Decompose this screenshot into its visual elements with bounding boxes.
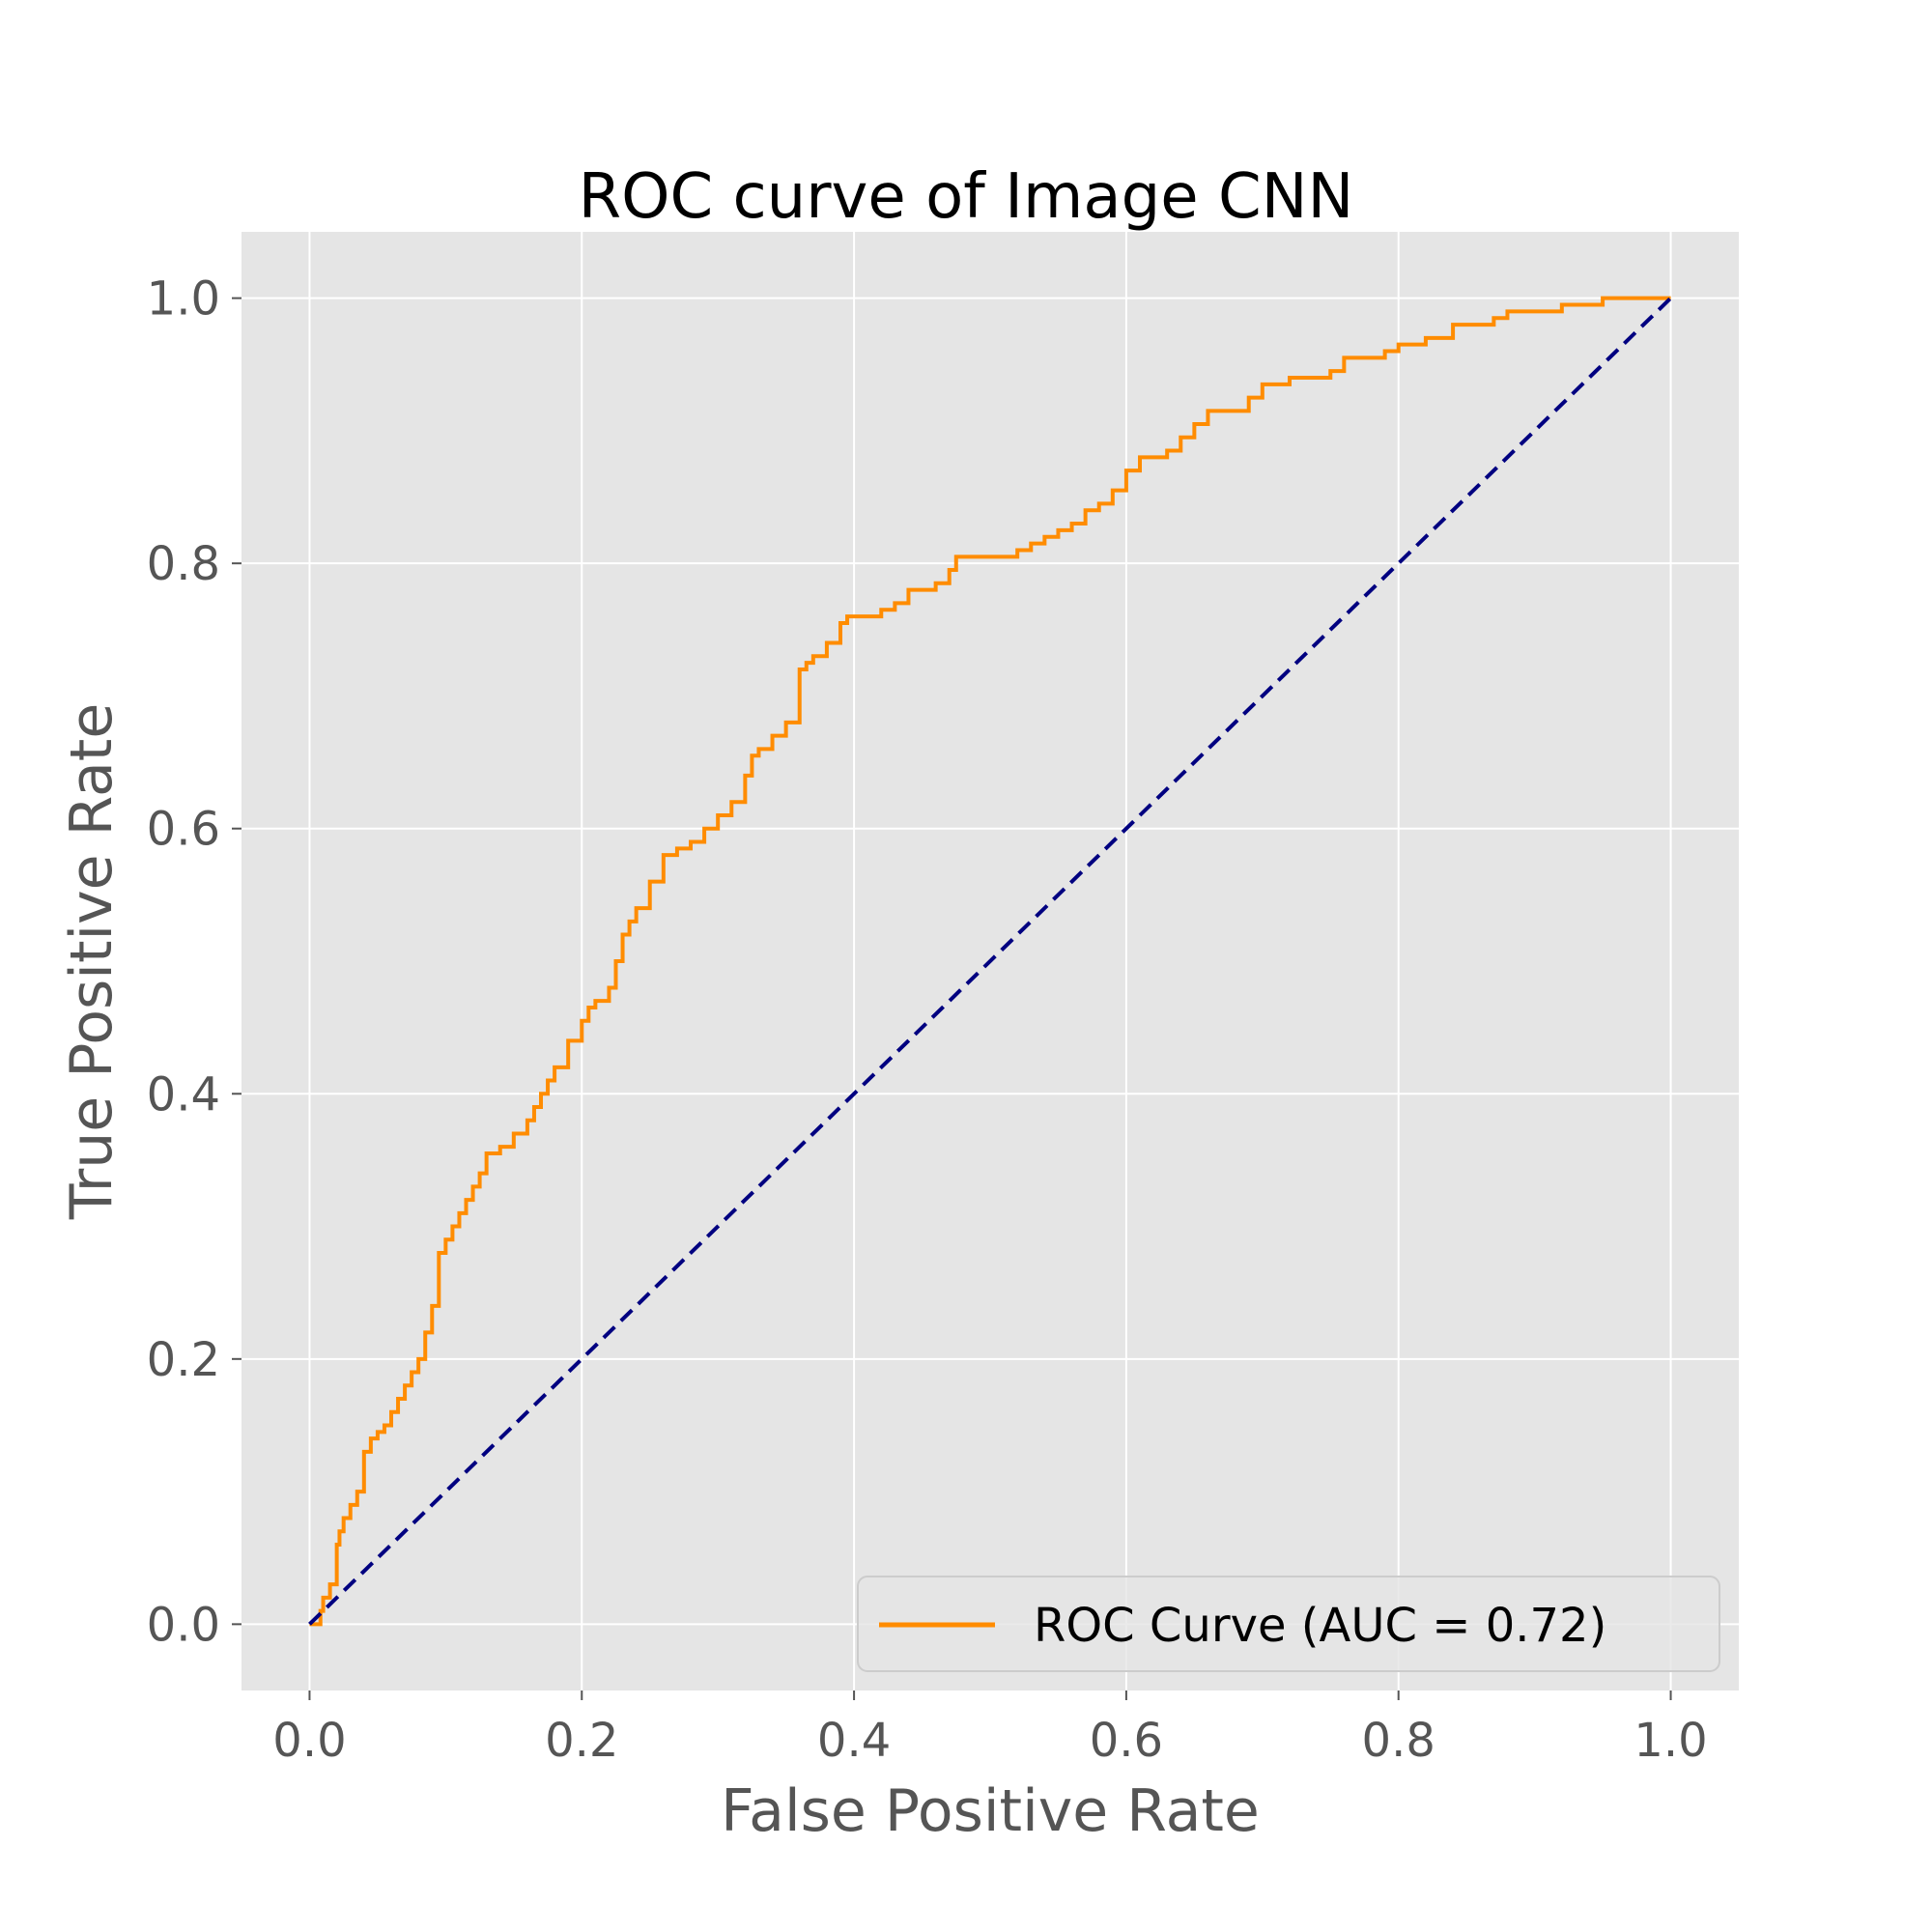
legend-box: [857, 1576, 1720, 1672]
x-tick-label-0: 0.0: [272, 1714, 346, 1768]
x-tick-label-3: 0.6: [1090, 1714, 1163, 1768]
y-tick-label-2: 0.4: [147, 1067, 220, 1122]
x-tick-label-4: 0.8: [1362, 1714, 1435, 1768]
chance-diagonal-line: [308, 297, 1672, 1626]
series-layer: [308, 296, 1672, 1627]
y-tick-label-5: 1.0: [147, 272, 220, 327]
legend: ROC Curve (AUC = 0.72): [857, 1576, 1720, 1672]
y-tick-label-4: 0.8: [147, 537, 220, 591]
y-axis-ticks: 0.0 0.2 0.4 0.6 0.8 1.0: [147, 272, 242, 1652]
roc-curve-line: [309, 296, 1671, 1627]
x-axis-ticks: 0.0 0.2 0.4 0.6 0.8 1.0: [272, 1690, 1708, 1768]
legend-label-roc: ROC Curve (AUC = 0.72): [1034, 1599, 1606, 1653]
chart-title: ROC curve of Image CNN: [579, 161, 1354, 233]
x-tick-label-2: 0.4: [817, 1714, 891, 1768]
x-axis-label: False Positive Rate: [721, 1777, 1260, 1845]
y-tick-label-1: 0.2: [147, 1333, 220, 1387]
x-tick-label-1: 0.2: [545, 1714, 618, 1768]
y-tick-label-0: 0.0: [147, 1598, 220, 1652]
x-tick-label-5: 1.0: [1634, 1714, 1707, 1768]
grid-lines: [242, 232, 1739, 1690]
y-axis-label: True Positive Rate: [58, 703, 126, 1220]
y-tick-label-3: 0.6: [147, 803, 220, 857]
